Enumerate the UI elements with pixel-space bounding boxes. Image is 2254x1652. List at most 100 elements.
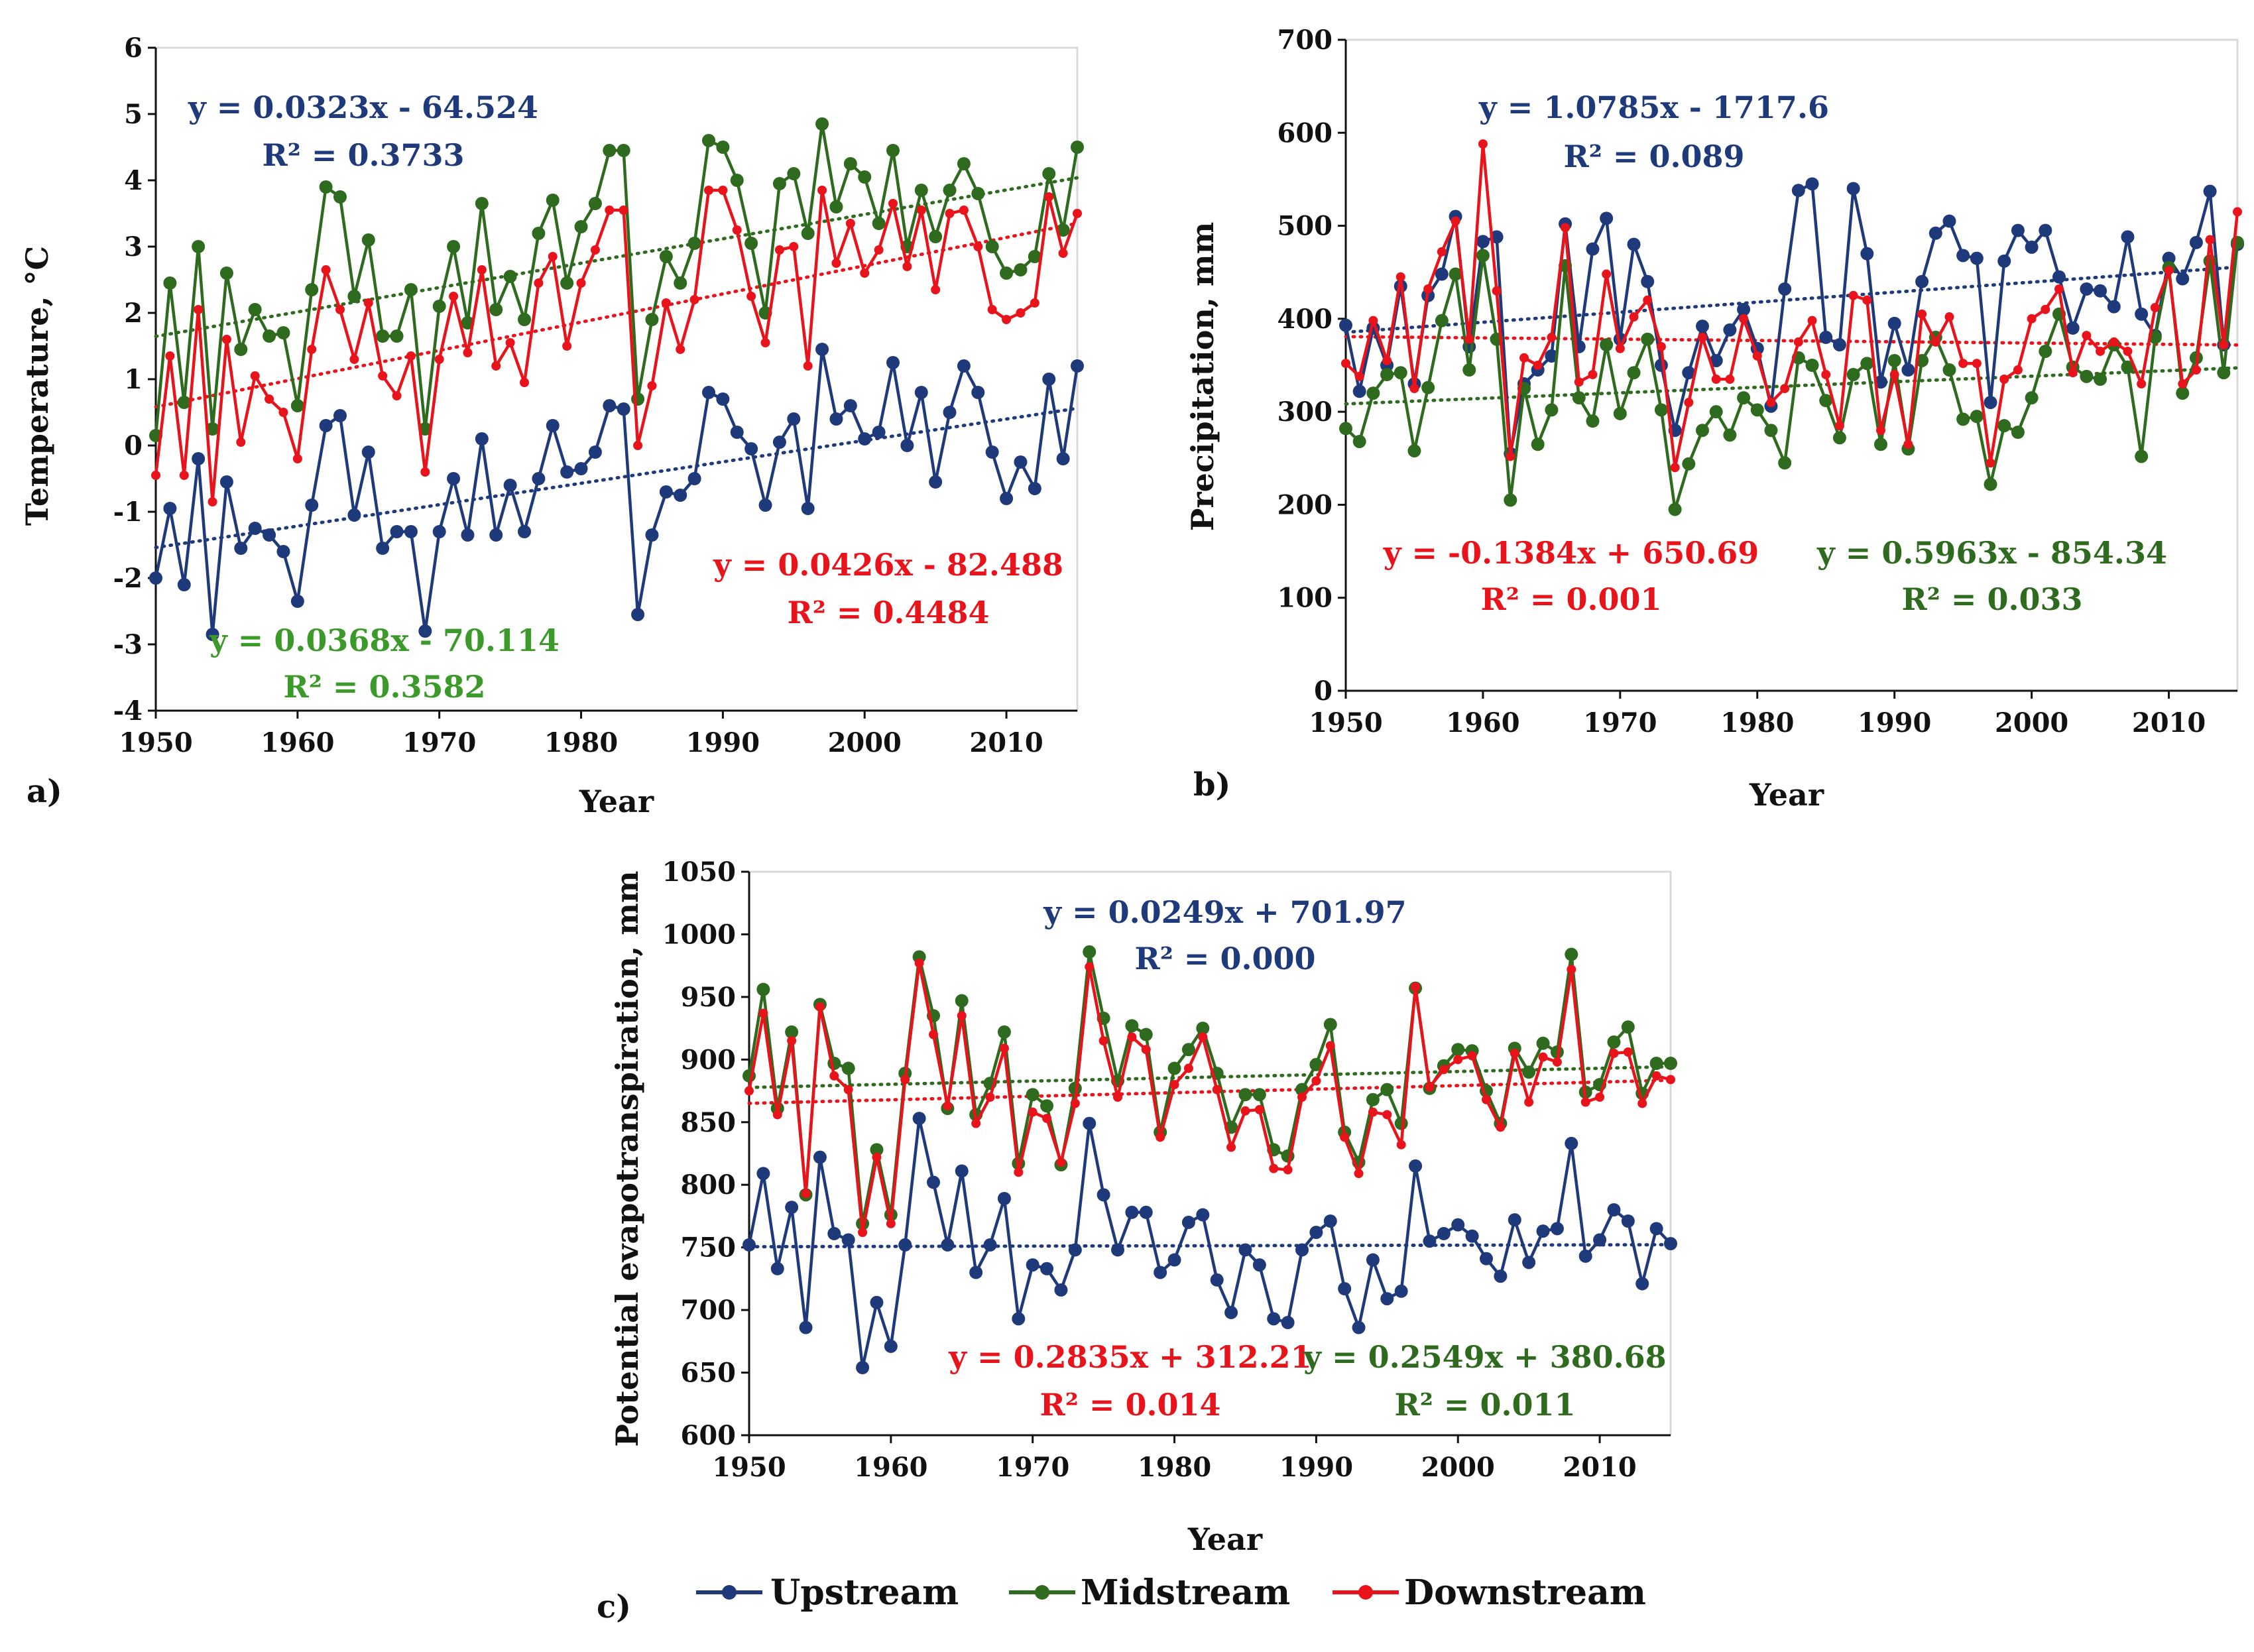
point-upstream-c-1980 xyxy=(1167,1253,1181,1267)
trend-equation-upstream-a: y = 0.0323x - 64.524 xyxy=(188,89,538,125)
point-upstream-b-1991 xyxy=(1901,363,1915,377)
point-downstream-b-2008 xyxy=(2137,379,2147,389)
x-tick-label-b: 1950 xyxy=(1309,707,1382,738)
point-midstream-b-1977 xyxy=(1709,405,1723,419)
point-upstream-c-1993 xyxy=(1352,1321,1366,1334)
point-upstream-b-2011 xyxy=(2176,272,2190,286)
point-midstream-a-1970 xyxy=(432,300,446,313)
point-midstream-c-2006 xyxy=(1536,1036,1550,1050)
point-downstream-a-2008 xyxy=(973,242,983,251)
point-downstream-b-1970 xyxy=(1615,343,1625,353)
point-downstream-b-1968 xyxy=(1588,370,1598,380)
point-downstream-b-2011 xyxy=(2178,379,2188,389)
y-tick-label-a: 0 xyxy=(124,430,143,461)
point-downstream-b-1992 xyxy=(1917,309,1927,319)
point-downstream-a-1962 xyxy=(321,265,331,274)
point-upstream-c-1961 xyxy=(898,1238,912,1252)
point-upstream-a-1953 xyxy=(192,452,206,465)
point-upstream-b-1960 xyxy=(1476,235,1490,249)
point-midstream-c-1991 xyxy=(1323,1018,1337,1032)
point-midstream-a-1964 xyxy=(347,290,361,303)
point-downstream-c-1994 xyxy=(1368,1107,1378,1117)
point-downstream-b-2004 xyxy=(2082,331,2092,341)
point-downstream-c-1957 xyxy=(843,1085,853,1094)
point-upstream-c-1950 xyxy=(742,1238,756,1252)
point-midstream-a-1969 xyxy=(418,422,432,436)
point-midstream-b-1982 xyxy=(1778,456,1792,470)
point-upstream-c-1959 xyxy=(870,1295,884,1309)
point-midstream-b-1997 xyxy=(1984,477,1997,491)
point-midstream-c-2014 xyxy=(1649,1057,1663,1070)
point-upstream-b-1957 xyxy=(1435,267,1449,281)
series-line-upstream-a xyxy=(154,347,1079,636)
point-midstream-b-1959 xyxy=(1462,363,1476,377)
x-tick-label-b: 1980 xyxy=(1720,707,1794,738)
point-downstream-a-1968 xyxy=(406,351,416,361)
point-upstream-b-1984 xyxy=(1805,177,1819,191)
point-downstream-c-1989 xyxy=(1297,1092,1307,1102)
point-downstream-c-1985 xyxy=(1240,1106,1250,1116)
point-upstream-c-2014 xyxy=(1649,1222,1663,1236)
point-upstream-a-1999 xyxy=(843,399,857,412)
series-line-downstream-a xyxy=(154,188,1079,504)
point-downstream-a-1970 xyxy=(434,355,444,364)
point-downstream-b-1956 xyxy=(1423,284,1433,294)
y-tick-label-a: -3 xyxy=(113,629,143,660)
point-downstream-c-1952 xyxy=(772,1110,782,1120)
point-upstream-a-2015 xyxy=(1071,359,1084,373)
x-tick-label-a: 2000 xyxy=(828,727,902,758)
point-downstream-a-1956 xyxy=(236,438,246,447)
point-upstream-a-1966 xyxy=(376,542,390,555)
point-downstream-c-2003 xyxy=(1496,1122,1506,1132)
point-downstream-a-1964 xyxy=(349,355,359,364)
point-midstream-a-1962 xyxy=(319,180,333,194)
point-midstream-a-1953 xyxy=(192,240,206,253)
y-tick-label-a: 3 xyxy=(124,231,143,263)
trend-equation-downstream-a: y = 0.0426x - 82.488 xyxy=(713,547,1063,583)
point-downstream-b-2003 xyxy=(2068,368,2078,378)
legend-marker-downstream xyxy=(1358,1585,1373,1600)
point-downstream-a-2011 xyxy=(1016,308,1026,318)
point-upstream-a-1981 xyxy=(588,445,602,459)
trend-equation-midstream-a: y = 0.0368x - 70.114 xyxy=(209,622,560,658)
point-downstream-c-1953 xyxy=(787,1036,797,1045)
point-upstream-b-2007 xyxy=(2121,230,2135,244)
point-downstream-c-1951 xyxy=(758,1008,768,1018)
point-upstream-b-1982 xyxy=(1778,282,1792,296)
y-tick-label-b: 0 xyxy=(1314,676,1333,707)
point-upstream-a-1982 xyxy=(603,399,617,412)
point-downstream-c-2011 xyxy=(1609,1048,1619,1058)
point-upstream-b-1986 xyxy=(1832,338,1846,352)
point-midstream-b-1984 xyxy=(1805,359,1819,372)
point-upstream-b-2001 xyxy=(2039,223,2052,237)
trendline-downstream-b xyxy=(1344,335,2239,347)
point-upstream-c-1952 xyxy=(770,1262,784,1275)
point-downstream-a-2014 xyxy=(1058,249,1068,258)
trend-r2-upstream-c: R² = 0.000 xyxy=(1135,941,1316,976)
point-downstream-c-1996 xyxy=(1396,1140,1406,1150)
point-downstream-c-2004 xyxy=(1510,1048,1519,1058)
point-upstream-c-1955 xyxy=(813,1150,827,1164)
point-downstream-a-2007 xyxy=(959,206,969,215)
point-upstream-b-1969 xyxy=(1600,211,1614,225)
point-upstream-a-2004 xyxy=(914,386,928,399)
point-downstream-a-1991 xyxy=(732,225,742,235)
point-downstream-a-1979 xyxy=(562,341,572,351)
point-upstream-a-1960 xyxy=(290,595,304,608)
x-tick-label-c: 1970 xyxy=(996,1452,1069,1483)
point-midstream-b-1978 xyxy=(1723,428,1737,442)
y-tick-label-a: 2 xyxy=(124,298,143,329)
point-midstream-b-1956 xyxy=(1421,381,1435,394)
point-midstream-a-1979 xyxy=(560,276,574,290)
point-upstream-a-1964 xyxy=(347,508,361,522)
y-tick-label-c: 950 xyxy=(681,982,737,1013)
y-tick-label-c: 600 xyxy=(681,1420,737,1451)
point-upstream-a-1998 xyxy=(829,412,843,426)
point-upstream-b-1965 xyxy=(1545,349,1559,363)
point-upstream-b-1979 xyxy=(1737,302,1751,316)
point-midstream-b-1990 xyxy=(1887,353,1901,367)
point-midstream-a-2001 xyxy=(872,217,886,230)
point-midstream-a-2010 xyxy=(1000,266,1014,280)
point-downstream-b-2001 xyxy=(2041,304,2050,314)
